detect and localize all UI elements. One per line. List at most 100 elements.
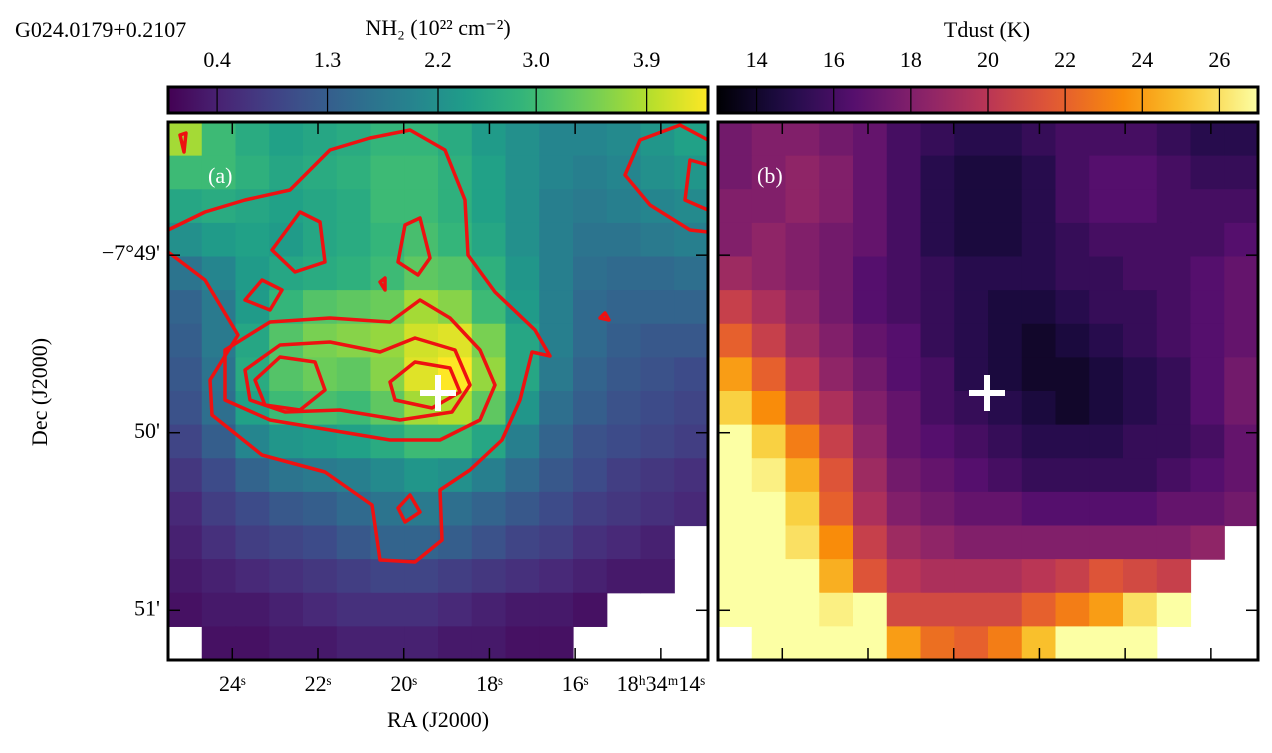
heatmap-cell [640, 323, 675, 358]
heatmap-cell [819, 323, 854, 358]
heatmap-cell [1123, 290, 1158, 325]
heatmap-cell [819, 626, 854, 661]
colorbar-frame [716, 85, 1260, 115]
heatmap-cell [718, 323, 753, 358]
heatmap-cell [404, 626, 439, 661]
heatmap-cell [1156, 256, 1192, 291]
heatmap-cell [505, 256, 540, 291]
heatmap-cell [751, 122, 787, 157]
heatmap-cell [235, 491, 270, 527]
heatmap-cell [718, 357, 753, 392]
heatmap-cell [1055, 357, 1090, 392]
heatmap-cell [201, 122, 237, 157]
heatmap-cell [336, 222, 372, 258]
heatmap-cell [1055, 222, 1090, 258]
heatmap-cell [640, 290, 675, 325]
heatmap-cell [269, 424, 304, 459]
heatmap-cell [785, 424, 820, 459]
heatmap-cell [606, 391, 642, 426]
heatmap-cell [785, 323, 820, 358]
heatmap-cell [920, 122, 955, 157]
heatmap-cell [1123, 155, 1158, 190]
heatmap-cell [539, 592, 574, 627]
heatmap-cell [751, 391, 787, 426]
heatmap-cell [336, 391, 372, 426]
heatmap-cell [606, 424, 642, 459]
heatmap-cell [336, 189, 372, 224]
colorbar-tick-label: 20 [977, 47, 999, 72]
heatmap-cell [370, 559, 405, 594]
heatmap-cell [573, 458, 608, 493]
heatmap-cell [336, 256, 372, 291]
heatmap-cell [1021, 424, 1057, 459]
heatmap-cell [573, 357, 608, 392]
heatmap-cell [1055, 424, 1090, 459]
heatmap-cell [751, 592, 787, 627]
x-tick-label: 22ˢ [305, 671, 332, 696]
heatmap-cell [920, 458, 955, 493]
heatmap-cell [954, 155, 989, 190]
heatmap-cell [886, 222, 922, 258]
heatmap-cell [988, 290, 1023, 325]
heatmap-cell [370, 122, 405, 157]
heatmap-cell [674, 290, 709, 325]
heatmap-cell [235, 559, 270, 594]
heatmap-cell [640, 525, 675, 560]
heatmap-cell [606, 189, 642, 224]
contour [166, 128, 552, 564]
heatmap-cell [1224, 391, 1259, 426]
heatmap-cell [505, 122, 540, 157]
heatmap-cell [269, 592, 304, 627]
heatmap-cell [853, 357, 888, 392]
heatmap-cell [988, 592, 1023, 627]
heatmap-cell [954, 357, 989, 392]
heatmaps [168, 122, 1259, 661]
heatmap-cell [1089, 391, 1124, 426]
heatmap-cell [785, 592, 820, 627]
heatmap-cell [785, 122, 820, 157]
heatmap-cell [606, 323, 642, 358]
contour [396, 216, 432, 277]
heatmap-cell [674, 222, 709, 258]
y-tick-label: −7°49' [102, 240, 160, 265]
heatmap-cell [751, 525, 787, 560]
heatmap-cell [438, 122, 473, 157]
heatmap-cell [606, 559, 642, 594]
heatmap-cell [853, 491, 888, 527]
heatmap-cell [1123, 122, 1158, 157]
heatmap-cell [819, 458, 854, 493]
heatmap-cell [1123, 458, 1158, 493]
y-tick-label: 50' [134, 418, 160, 443]
heatmap-cell [606, 525, 642, 560]
heatmap-cell [886, 626, 922, 661]
heatmap-cell [505, 525, 540, 560]
heatmap-cell [1089, 458, 1124, 493]
heatmap-cell [235, 122, 270, 157]
heatmap-cell [505, 592, 540, 627]
heatmap-cell [336, 357, 372, 392]
heatmap-cell [886, 323, 922, 358]
heatmap-cell [539, 122, 574, 157]
heatmap-cell [539, 357, 574, 392]
heatmap-cell [573, 525, 608, 560]
heatmap-cell [303, 256, 338, 291]
panel-label: (a) [208, 163, 232, 188]
heatmap-cell [886, 155, 922, 190]
heatmap-cell [235, 424, 270, 459]
heatmap-cell [988, 491, 1023, 527]
heatmap-cell [505, 458, 540, 493]
heatmap-cell [920, 491, 955, 527]
heatmap-cell [853, 122, 888, 157]
heatmap-cell [404, 155, 439, 190]
heatmap-cell [785, 256, 820, 291]
heatmap-cell [303, 559, 338, 594]
heatmap-cell [438, 626, 473, 661]
heatmap-cell [853, 424, 888, 459]
heatmap-cell [988, 626, 1023, 661]
heatmap-cell [1089, 323, 1124, 358]
heatmap-cell [640, 155, 675, 190]
heatmap-cell [1224, 458, 1259, 493]
heatmap-cell [1021, 155, 1057, 190]
contour [396, 493, 422, 524]
heatmap-cell [1190, 222, 1225, 258]
